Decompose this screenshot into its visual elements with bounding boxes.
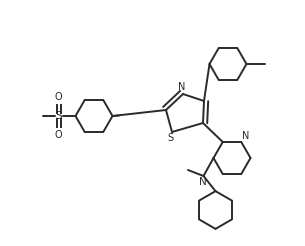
Text: S: S [167,133,174,143]
Text: N: N [199,177,207,187]
Text: O: O [54,92,62,103]
Text: S: S [56,111,62,121]
Text: N: N [242,131,249,141]
Text: O: O [54,129,62,139]
Text: N: N [178,82,186,92]
